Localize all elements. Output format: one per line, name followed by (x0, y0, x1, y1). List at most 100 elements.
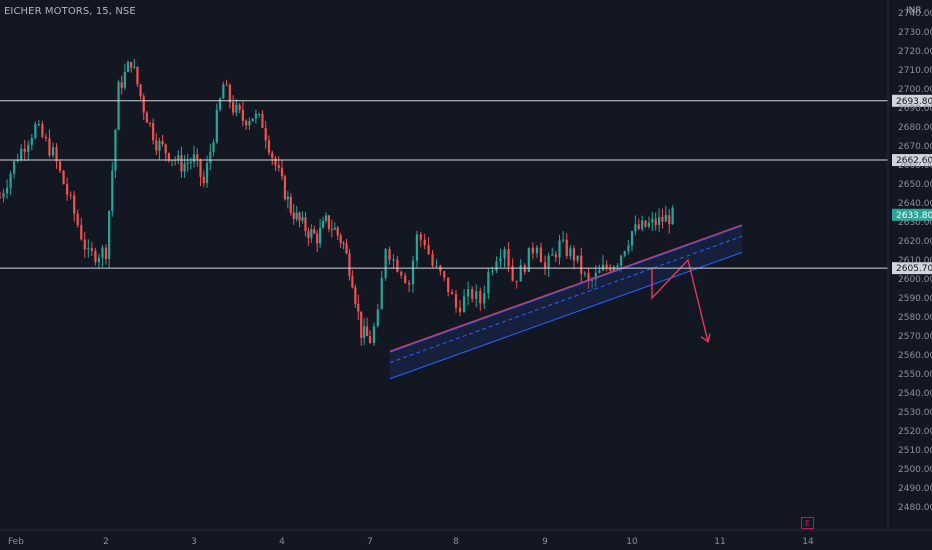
candle-body (254, 114, 258, 119)
candle-body (601, 264, 605, 271)
candle-body (535, 247, 539, 254)
candle-body (62, 170, 65, 185)
candle-body (9, 173, 12, 188)
price-tick-label: 2520.00 (898, 427, 932, 437)
candle-body (248, 121, 251, 126)
candle-body (427, 245, 430, 255)
candle-body (447, 277, 450, 293)
candle-body (58, 161, 62, 171)
projection-arrow-head (700, 333, 711, 343)
candle-body (357, 303, 360, 312)
candle-body (136, 66, 139, 85)
candle-body (152, 122, 155, 141)
candle-body (301, 217, 304, 221)
candle-body (37, 124, 40, 126)
candle-body (587, 273, 590, 282)
candle-body (664, 215, 667, 222)
candle-body (0, 197, 2, 199)
candle-body (591, 279, 594, 282)
candle-body (48, 138, 51, 156)
candle-body (27, 144, 30, 152)
candle-body (609, 267, 612, 271)
candle-body (117, 82, 120, 130)
candle-body (212, 142, 215, 153)
time-tick-label: 11 (714, 537, 725, 547)
price-tick-label: 2590.00 (898, 294, 932, 304)
candle-body (450, 292, 454, 295)
candle-body (616, 265, 619, 267)
price-tick-label: 2540.00 (898, 389, 932, 399)
price-tick-label: 2580.00 (898, 313, 932, 323)
candle-body (419, 234, 422, 240)
candle-body (634, 224, 637, 232)
candle-body (333, 227, 336, 230)
candle-body (644, 220, 647, 227)
time-tick-label: 4 (279, 537, 285, 547)
price-tick-label: 2660.00 (898, 161, 932, 171)
candle-body (380, 277, 383, 310)
time-tick-label: 14 (802, 537, 814, 547)
price-tick-label: 2600.00 (898, 275, 932, 285)
candle-body (133, 66, 136, 68)
projection-arrow (651, 258, 709, 342)
price-tick-label: 2670.00 (898, 142, 932, 152)
candle-body (126, 61, 130, 73)
earnings-badge[interactable]: E (801, 517, 814, 529)
candle-body (569, 248, 572, 257)
candle-body (637, 224, 640, 229)
candle-body (576, 255, 579, 261)
candle-body (612, 266, 615, 271)
candle-body (69, 194, 72, 196)
candle-body (458, 307, 462, 312)
candle-body (274, 158, 277, 166)
candle-body (443, 271, 446, 278)
candle-body (271, 152, 274, 159)
channel-layer (389, 224, 743, 380)
candle-body (543, 262, 547, 269)
candle-body (2, 193, 5, 198)
candle-body (101, 247, 104, 258)
candle-body (83, 239, 86, 250)
candle-body (139, 84, 142, 97)
candle-body (161, 140, 164, 145)
candle-body (164, 144, 167, 154)
candle-body (142, 96, 145, 113)
candle-body (304, 217, 307, 232)
candle-body (415, 234, 419, 261)
price-tick-label: 2700.00 (898, 85, 932, 95)
candle-body (55, 147, 58, 162)
candle-body (547, 255, 550, 269)
candle-body (400, 271, 403, 276)
candle-body (123, 72, 126, 88)
candle-body (647, 222, 651, 227)
candle-body (20, 148, 23, 161)
candle-body (558, 240, 561, 258)
candle-body (205, 163, 209, 184)
candle-body (264, 127, 267, 141)
price-tick-label: 2620.00 (898, 237, 932, 247)
candle-body (527, 247, 530, 273)
candle-body (66, 184, 69, 195)
candle-body (148, 122, 152, 124)
candle-body (368, 336, 372, 344)
candle-body (261, 113, 264, 128)
candle-body (507, 249, 510, 267)
candle-body (515, 280, 518, 282)
candle-body (87, 248, 90, 250)
candle-body (411, 260, 415, 285)
time-tick-label: 2 (103, 537, 109, 547)
price-tick-label: 2740.00 (898, 9, 932, 19)
candle-body (13, 161, 16, 174)
candles-layer (0, 58, 674, 346)
candle-body (630, 231, 634, 246)
candle-body (475, 291, 478, 299)
horizontal-level-tag (892, 94, 932, 107)
price-tick-label: 2730.00 (898, 28, 932, 38)
candle-body (145, 112, 148, 123)
candle-body (627, 245, 630, 252)
horizontal-level-label: 2605.70 (896, 264, 932, 274)
candle-body (487, 271, 490, 294)
candle-body (565, 239, 568, 257)
